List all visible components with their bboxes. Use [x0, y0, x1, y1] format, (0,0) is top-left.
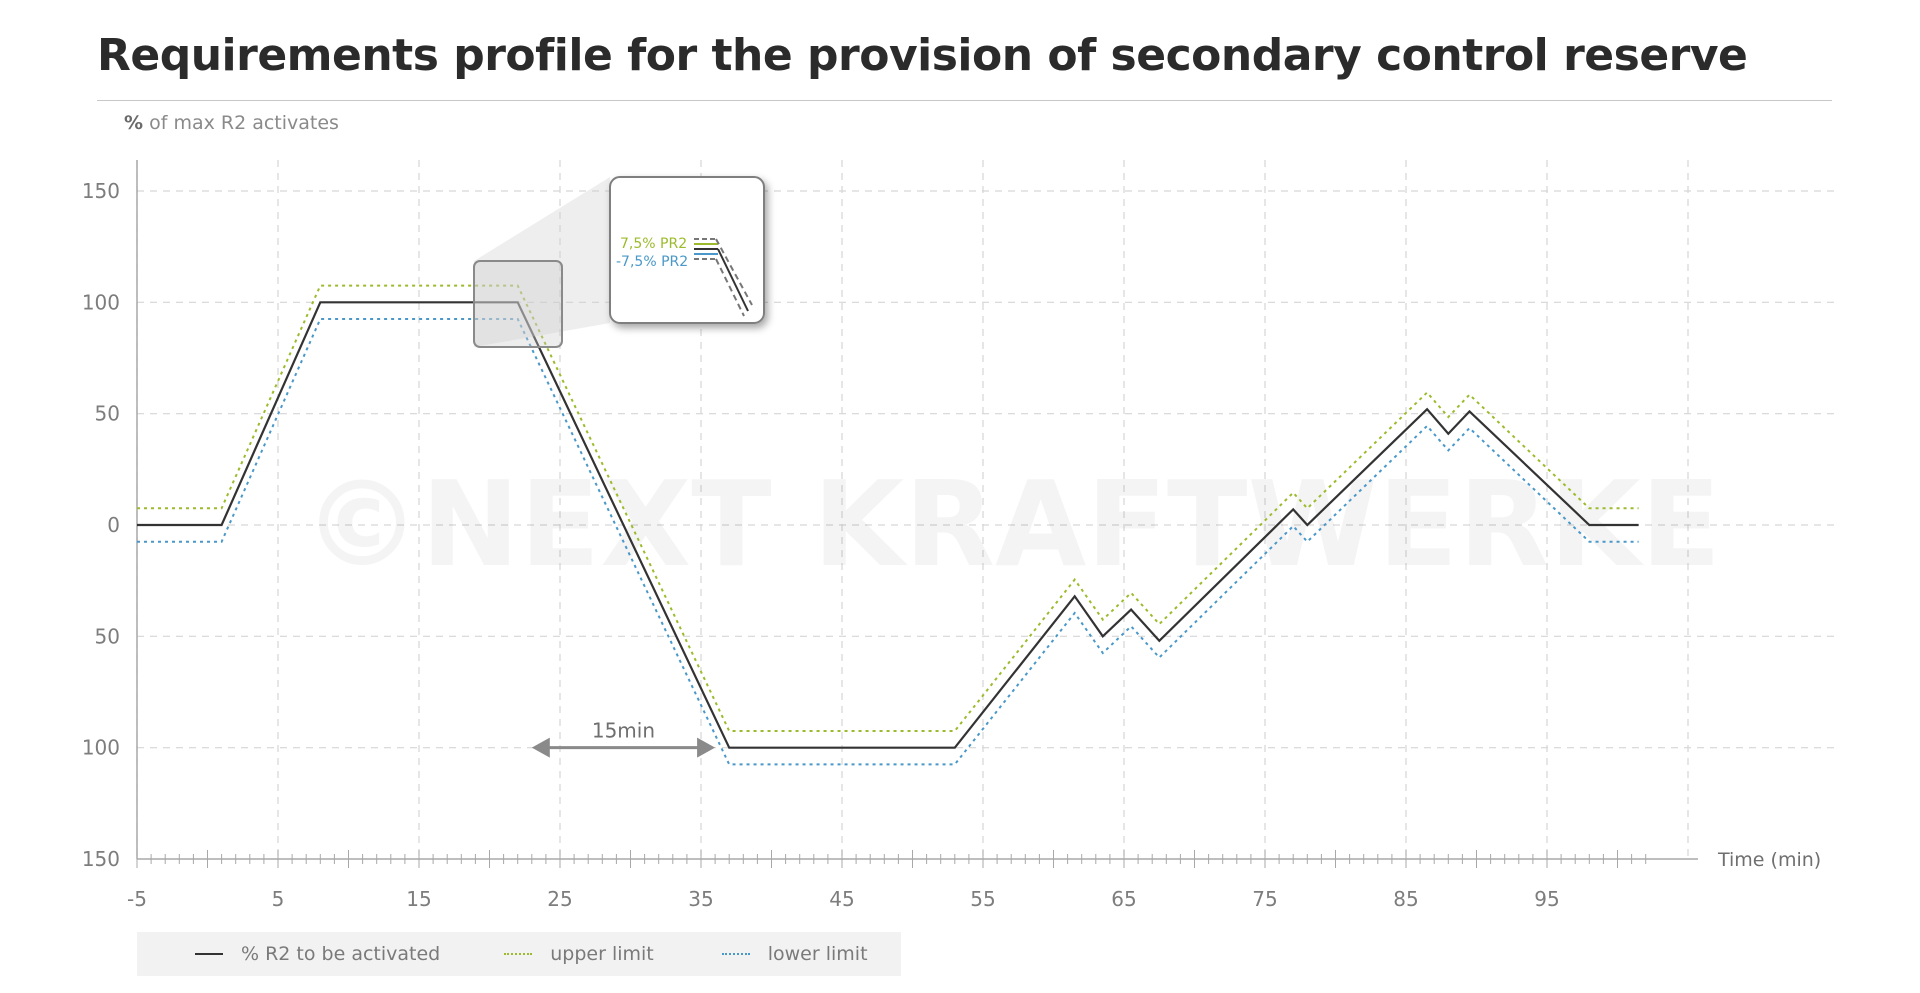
zoom-region	[473, 260, 563, 348]
y-axis-label: % of max R2 activates	[124, 112, 339, 134]
x-tick-label: 85	[1393, 887, 1418, 911]
x-tick-label: 65	[1111, 887, 1136, 911]
inset-lower-label: -7,5% PR2	[616, 254, 688, 270]
span-arrow-head-right	[697, 737, 716, 758]
grid-layer	[136, 160, 1840, 859]
legend-swatch-lower	[721, 953, 750, 955]
x-tick-label: 75	[1252, 887, 1277, 911]
inset-slope-lower	[715, 258, 745, 317]
legend-swatch-upper	[504, 953, 533, 955]
legend-item-lower: lower limit	[721, 943, 868, 965]
x-tick-label: 25	[547, 887, 572, 911]
legend-item-upper: upper limit	[504, 943, 654, 965]
x-tick-label: 15	[406, 887, 431, 911]
inset-slope-main	[717, 248, 749, 312]
y-axis-unit: %	[124, 112, 144, 134]
x-tick-label: 45	[829, 887, 854, 911]
series-layer	[137, 284, 1639, 766]
span-arrow-head-left	[531, 737, 550, 758]
y-tick-label: 0	[107, 513, 120, 537]
y-tick-label: 100	[82, 290, 120, 314]
legend-item-main: % R2 to be activated	[195, 943, 440, 965]
axis-layer: 150 100 50 0 50 100 150 -5 5 15 25 35 45 55 65 75 85 95 Ti…	[82, 160, 1821, 911]
x-tick-label: 5	[272, 887, 285, 911]
y-tick-label: 50	[95, 624, 120, 648]
span-label: 15min	[592, 719, 655, 743]
page-title: Requirements profile for the provision o…	[97, 30, 1748, 81]
legend: % R2 to be activated upper limit lower l…	[137, 932, 901, 976]
x-tick-label: 95	[1534, 887, 1559, 911]
legend-label-upper: upper limit	[550, 943, 654, 965]
series-line-main	[137, 301, 1639, 749]
y-tick-label: 150	[82, 847, 120, 871]
x-axis-title: Time (min)	[1717, 849, 1821, 871]
x-tick-label: 35	[688, 887, 713, 911]
watermark: ©NEXT KRAFTWERKE	[303, 455, 1721, 593]
x-tick-label: 55	[970, 887, 995, 911]
annotation-layer: 15min 7,5% PR2 -7,5% PR2	[473, 176, 765, 758]
y-tick-label: 50	[95, 402, 120, 426]
legend-label-lower: lower limit	[767, 943, 868, 965]
title-divider	[97, 100, 1832, 101]
inset-upper-label: 7,5% PR2	[620, 236, 687, 252]
inset-slope-upper	[715, 238, 753, 306]
y-tick-label: 100	[82, 736, 120, 760]
zoom-inset	[609, 176, 765, 324]
legend-label-main: % R2 to be activated	[241, 943, 441, 965]
y-axis-label-text: of max R2 activates	[143, 112, 339, 134]
y-tick-label: 150	[82, 179, 120, 203]
legend-swatch-main	[195, 953, 223, 955]
x-tick-label: -5	[127, 887, 147, 911]
